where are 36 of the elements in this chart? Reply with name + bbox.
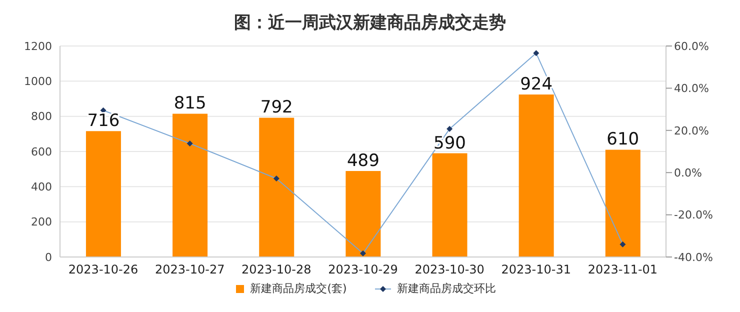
data-label: 610 xyxy=(606,130,640,150)
bar xyxy=(86,131,121,257)
bar xyxy=(432,153,468,257)
x-tick-label: 2023-10-29 xyxy=(328,262,398,277)
bar xyxy=(518,94,554,257)
x-tick-label: 2023-10-30 xyxy=(414,262,484,277)
chart-title: 图：近一周武汉新建商品房成交走势 xyxy=(233,12,507,35)
legend-label: 新建商品房成交环比 xyxy=(396,281,496,296)
y-tick-label: 1200 xyxy=(24,40,52,53)
y-tick-label: 0 xyxy=(45,250,52,264)
y-tick-label: 800 xyxy=(31,110,52,124)
x-tick-label: 2023-10-26 xyxy=(68,262,138,277)
y-tick-label: 400 xyxy=(31,180,52,194)
y-tick-label: 1000 xyxy=(24,75,52,88)
bar xyxy=(259,118,294,257)
y2-tick-label: -40.0% xyxy=(674,250,713,264)
data-label: 489 xyxy=(346,151,380,172)
x-tick-label: 2023-10-27 xyxy=(154,262,225,277)
x-tick-label: 2023-11-01 xyxy=(588,262,658,277)
data-label: 815 xyxy=(174,94,206,114)
y2-tick-label: 60.0% xyxy=(674,40,709,53)
y-tick-label: 600 xyxy=(31,145,52,158)
y2-tick-label: 40.0% xyxy=(674,82,709,96)
y2-tick-label: -20.0% xyxy=(674,208,713,222)
y2-tick-label: 0.0% xyxy=(674,166,702,180)
y2-tick-label: 20.0% xyxy=(674,124,709,138)
bar xyxy=(346,171,381,257)
x-tick-label: 2023-10-31 xyxy=(501,262,572,277)
bar xyxy=(605,150,640,257)
data-label: 792 xyxy=(260,98,293,118)
data-label: 716 xyxy=(87,111,120,132)
y-tick-label: 200 xyxy=(31,216,52,229)
data-label: 924 xyxy=(520,74,553,95)
legend-label: 新建商品房成交(套) xyxy=(249,281,347,296)
bar xyxy=(172,114,208,257)
x-tick-label: 2023-10-28 xyxy=(242,262,312,277)
